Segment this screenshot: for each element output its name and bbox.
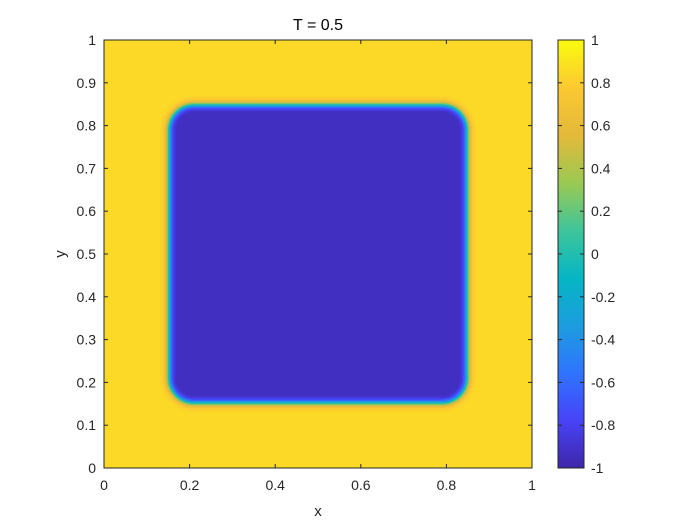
x-axis-label: x (314, 503, 322, 520)
y-axis: 0 0.1 0.2 0.3 0.4 0.5 0.6 0.7 0.8 0.9 1 (77, 32, 532, 476)
colorbar-tick-label: -0.6 (591, 374, 615, 390)
x-tick-label: 0.6 (351, 477, 371, 493)
field-inner-region (159, 95, 477, 413)
y-tick-label: 0.1 (77, 417, 97, 433)
colorbar-tick-label: 0.2 (591, 203, 611, 219)
colorbar-tick-label: 0.4 (591, 160, 611, 176)
x-tick-label: 0 (100, 477, 108, 493)
x-tick-label: 0.8 (437, 477, 457, 493)
colorbar-tick-label: 0 (591, 246, 599, 262)
colorbar-tick-label: 0.8 (591, 75, 611, 91)
x-tick-label: 1 (528, 477, 536, 493)
colorbar-tick-label: -0.8 (591, 417, 615, 433)
colorbar-tick-label: -0.2 (591, 289, 615, 305)
y-tick-label: 0.2 (77, 374, 97, 390)
x-axis: 0 0.2 0.4 0.6 0.8 1 (100, 40, 536, 493)
plot-area (104, 40, 532, 468)
y-tick-label: 0.7 (77, 160, 97, 176)
y-tick-label: 0.8 (77, 118, 97, 134)
y-tick-label: 0.4 (77, 289, 97, 305)
y-tick-label: 0.9 (77, 75, 97, 91)
field-contour-band (176, 112, 460, 396)
chart-title: T = 0.5 (293, 17, 343, 34)
colorbar-tick-label: 0.6 (591, 118, 611, 134)
y-tick-label: 0.3 (77, 332, 97, 348)
colorbar: -1 -0.8 -0.6 -0.4 -0.2 0 0.2 0.4 0.6 0.8 1 (557, 32, 615, 476)
colorbar-tick-label: -0.4 (591, 332, 615, 348)
y-axis-label: y (52, 250, 69, 258)
x-tick-label: 0.4 (265, 477, 285, 493)
colorbar-gradient (558, 40, 584, 468)
y-tick-label: 0.5 (77, 246, 97, 262)
x-tick-label: 0.2 (180, 477, 200, 493)
colorbar-tick-label: 1 (591, 32, 599, 48)
y-tick-label: 1 (88, 32, 96, 48)
y-tick-label: 0 (88, 460, 96, 476)
colorbar-ticks: -1 -0.8 -0.6 -0.4 -0.2 0 0.2 0.4 0.6 0.8 1 (558, 32, 615, 476)
y-tick-label: 0.6 (77, 203, 97, 219)
colorbar-tick-label: -1 (591, 460, 604, 476)
